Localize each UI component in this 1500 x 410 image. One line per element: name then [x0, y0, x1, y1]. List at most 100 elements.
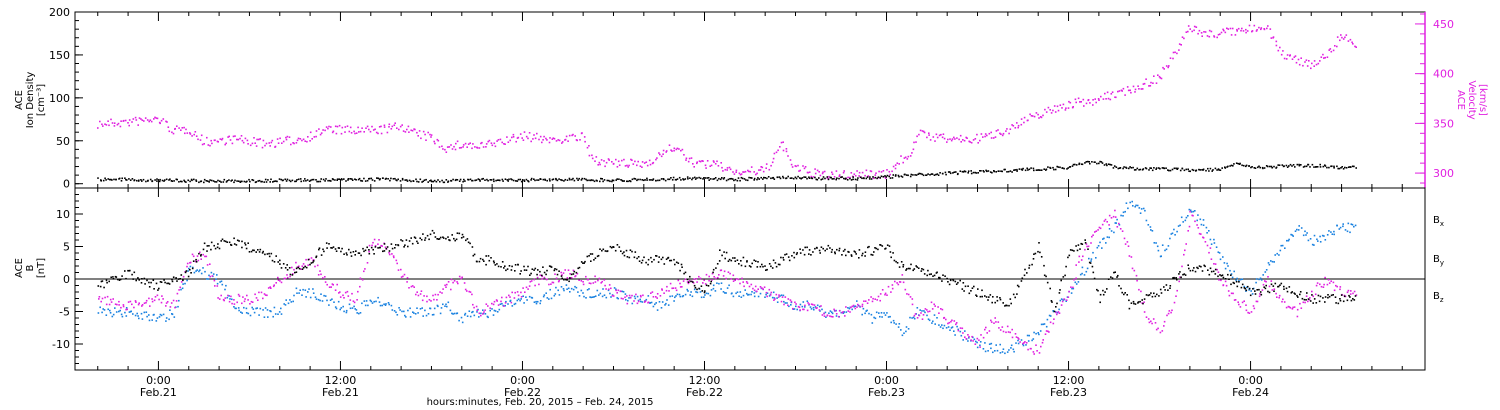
by-point [854, 305, 857, 307]
density-point [799, 177, 801, 179]
bz-point [166, 301, 169, 303]
bz-point [374, 245, 377, 247]
bz-point [1101, 223, 1104, 226]
bz-point [228, 300, 231, 303]
bx-point [1059, 289, 1061, 291]
bx-point [920, 270, 923, 272]
bz-point [1273, 288, 1276, 290]
by-point [383, 303, 385, 305]
density-point [377, 177, 380, 180]
by-point [431, 314, 434, 316]
bx-point [200, 253, 202, 256]
bz-point [145, 301, 147, 304]
by-point [1202, 224, 1205, 226]
density-point [987, 170, 990, 172]
density-point [675, 179, 677, 181]
x-tick-time: 12:00 [325, 374, 357, 387]
density-point [406, 180, 409, 182]
bx-point [628, 256, 631, 259]
density-point [1078, 163, 1080, 166]
velocity-point [612, 162, 615, 165]
velocity-point [548, 141, 551, 144]
bz-point [852, 304, 855, 307]
bx-point [871, 254, 874, 256]
bx-point [938, 276, 940, 279]
bx-point [683, 272, 685, 275]
bz-point [1282, 298, 1284, 301]
velocity-point [795, 165, 797, 168]
bz-point [1041, 341, 1044, 344]
bx-point [864, 255, 866, 257]
velocity-point [261, 146, 264, 149]
bz-point [413, 286, 415, 288]
bx-point [262, 250, 264, 253]
by-point [739, 291, 742, 293]
density-point [285, 180, 288, 182]
bx-point [1120, 287, 1122, 290]
density-point [741, 177, 744, 180]
density-tick-label: 50 [56, 135, 70, 148]
bz-point [1011, 336, 1014, 339]
bx-point [137, 277, 139, 279]
density-point [961, 170, 964, 173]
bx-point [791, 255, 793, 257]
velocity-point [178, 127, 180, 129]
bz-point [305, 258, 307, 261]
bx-point [214, 247, 217, 250]
velocity-point [904, 156, 907, 159]
velocity-point [328, 125, 330, 128]
by-point [277, 313, 279, 315]
velocity-point [856, 170, 858, 172]
velocity-point [706, 160, 709, 162]
density-point [1003, 168, 1005, 171]
velocity-point [368, 128, 370, 131]
velocity-point [621, 159, 623, 162]
density-point [452, 178, 454, 181]
bx-point [286, 264, 288, 266]
bx-point [569, 277, 571, 279]
by-point [487, 316, 489, 319]
by-point [480, 312, 482, 315]
by-point [125, 315, 128, 317]
by-point [452, 313, 454, 315]
density-point [1239, 162, 1241, 165]
bx-point [824, 249, 826, 252]
density-point [208, 181, 210, 183]
velocity-point [896, 162, 899, 164]
bz-point [821, 314, 824, 316]
bx-point [385, 247, 388, 250]
by-point [373, 300, 375, 303]
bx-point [407, 245, 409, 248]
velocity-point [1180, 44, 1182, 46]
velocity-label-line3: [km/s] [1477, 84, 1488, 116]
by-point [1022, 344, 1025, 347]
velocity-point [729, 168, 732, 171]
density-point [396, 179, 398, 182]
density-point [912, 174, 914, 176]
velocity-point [372, 129, 375, 131]
bz-point [759, 286, 762, 288]
by-point [1229, 269, 1231, 272]
density-point [408, 179, 411, 182]
density-point [600, 177, 602, 180]
by-point [598, 294, 600, 296]
velocity-point [680, 149, 682, 152]
by-point [942, 327, 944, 330]
bz-point [727, 271, 730, 273]
density-point [694, 178, 697, 180]
velocity-point [1219, 33, 1221, 35]
bz-point [834, 310, 837, 312]
bx-point [1301, 297, 1304, 300]
velocity-point [1282, 50, 1284, 52]
velocity-point [436, 138, 439, 141]
by-point [905, 326, 908, 328]
velocity-point [770, 164, 772, 167]
bz-point [433, 298, 435, 301]
by-point [829, 310, 832, 312]
velocity-point [1061, 107, 1063, 109]
density-point [1107, 163, 1110, 165]
velocity-point [1236, 30, 1238, 32]
bz-point [1276, 296, 1278, 298]
bx-point [261, 252, 264, 254]
density-point [230, 180, 232, 182]
